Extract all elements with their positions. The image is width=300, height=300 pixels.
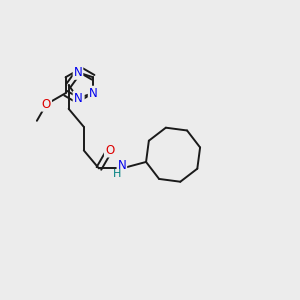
Text: N: N <box>74 66 82 79</box>
Text: H: H <box>112 169 121 179</box>
Text: O: O <box>42 98 51 111</box>
Text: N: N <box>118 159 126 172</box>
Text: N: N <box>74 92 82 105</box>
Text: N: N <box>75 94 84 108</box>
Text: O: O <box>105 144 114 157</box>
Text: N: N <box>89 87 98 100</box>
